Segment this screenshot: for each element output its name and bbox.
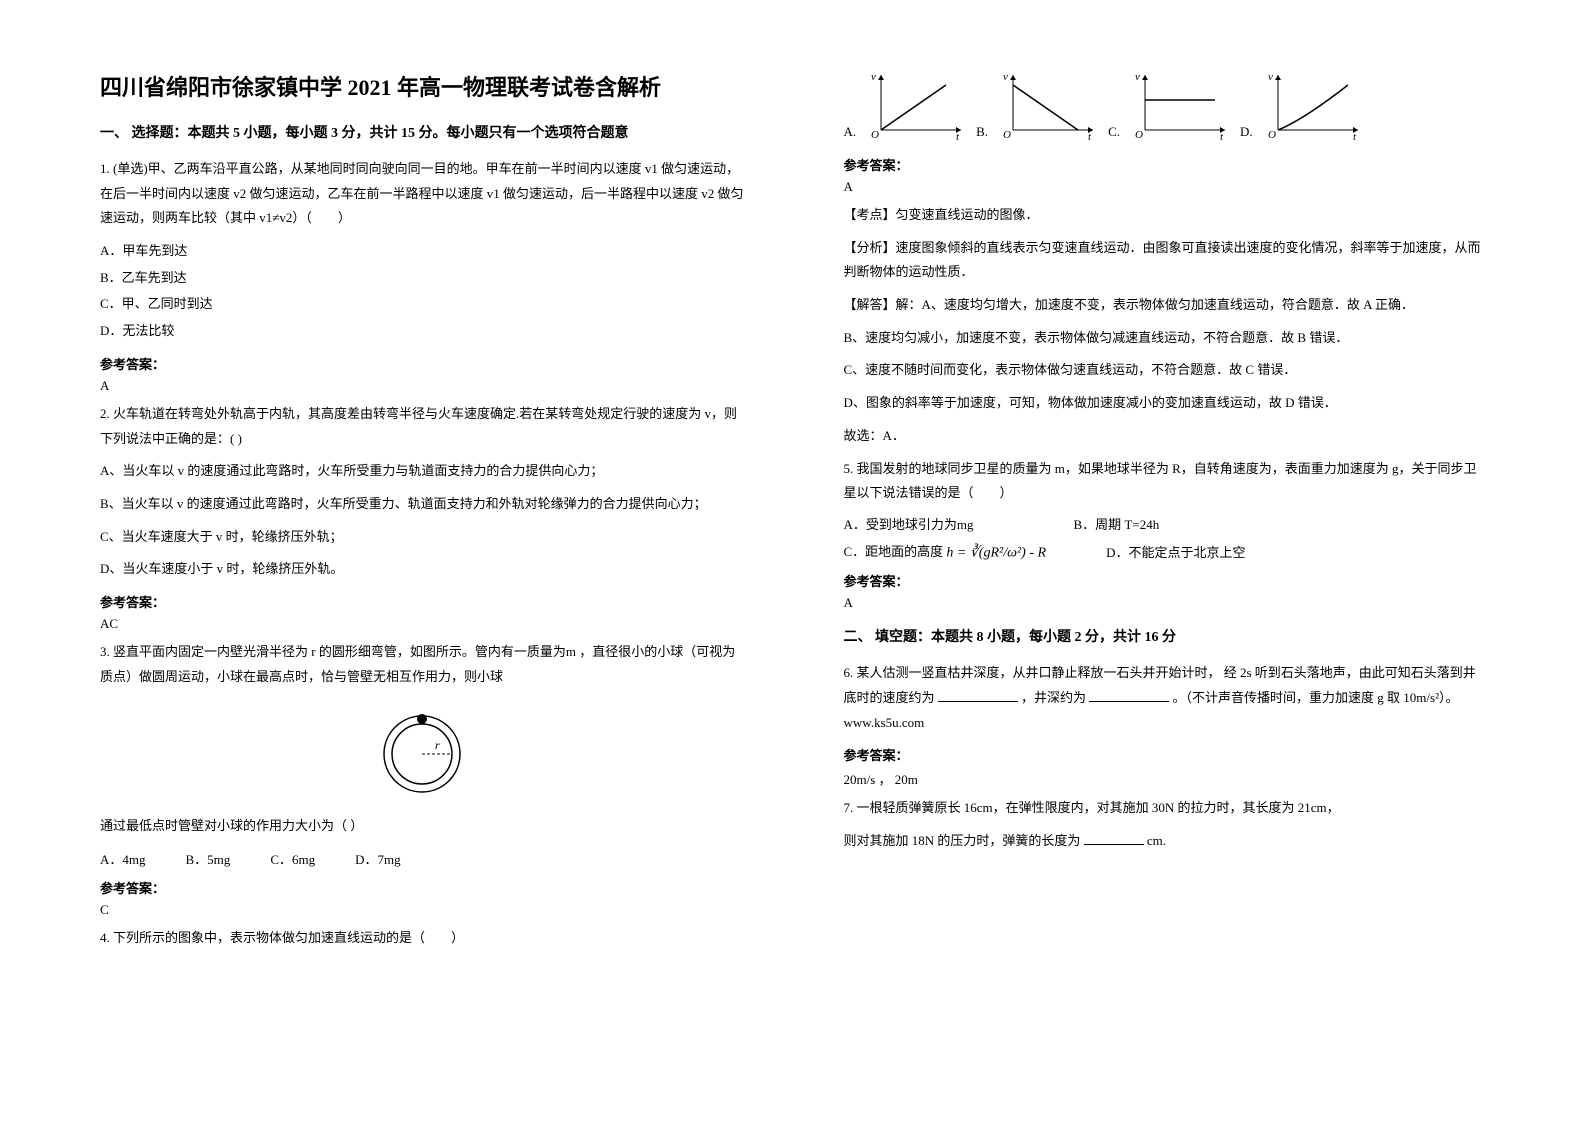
q2-answer: AC: [100, 616, 744, 632]
svg-text:v: v: [1135, 71, 1140, 83]
svg-text:v: v: [871, 71, 876, 83]
q4-conclusion: 故选：A．: [844, 424, 1488, 449]
q5-formula: h = ∛(gR²/ω²) - R: [946, 545, 1046, 560]
q3-optC: C．6mg: [270, 849, 315, 868]
q4-graphs: A. v t O B. v t O C.: [844, 70, 1488, 140]
q3-optB: B．5mg: [186, 849, 231, 868]
q4-labelB: B.: [976, 124, 988, 140]
q4-solve2: B、速度均匀减小，加速度不变，表示物体做匀减速直线运动，不符合题意．故 B 错误…: [844, 326, 1488, 351]
q3-text1: 3. 竖直平面内固定一内壁光滑半径为 r 的圆形细弯管，如图所示。管内有一质量为…: [100, 640, 744, 689]
q1-optD: D．无法比较: [100, 319, 744, 344]
q4-answer: A: [844, 179, 1488, 195]
q4-answer-label: 参考答案：: [844, 155, 1488, 174]
q4-labelA: A.: [844, 124, 857, 140]
q6-text2: ，井深约为: [1021, 690, 1086, 705]
q1-optB: B．乙车先到达: [100, 266, 744, 291]
q5-answer: A: [844, 595, 1488, 611]
q7-text2: 则对其施加 18N 的压力时，弹簧的长度为: [844, 833, 1081, 848]
q1-text: 1. (单选)甲、乙两车沿平直公路，从某地同时同向驶向同一目的地。甲车在前一半时…: [100, 157, 744, 231]
q2-optC: C、当火车速度大于 v 时，轮缘挤压外轨；: [100, 525, 744, 550]
q7-text3: cm.: [1147, 833, 1166, 848]
graph-d-icon: v t O: [1263, 70, 1363, 140]
svg-text:t: t: [1353, 131, 1357, 140]
q5-row1: A．受到地球引力为mg B．周期 T=24h: [844, 514, 1488, 533]
q3-optD: D．7mg: [355, 849, 401, 868]
q5-optA: A．受到地球引力为mg: [844, 514, 974, 533]
q1-optA: A．甲车先到达: [100, 239, 744, 264]
q3-answer-label: 参考答案：: [100, 878, 744, 897]
q5-text: 5. 我国发射的地球同步卫星的质量为 m，如果地球半径为 R，自转角速度为，表面…: [844, 457, 1488, 506]
q1-answer: A: [100, 378, 744, 394]
q5-optC-text: C．距地面的高度: [844, 544, 944, 559]
q6-answer: 20m/s ， 20m: [844, 769, 1488, 788]
q6-answer-label: 参考答案：: [844, 745, 1488, 764]
q7-blank: [1084, 830, 1144, 845]
q4-point: 【考点】匀变速直线运动的图像．: [844, 203, 1488, 228]
q7-text1: 7. 一根轻质弹簧原长 16cm，在弹性限度内，对其施加 30N 的拉力时，其长…: [844, 796, 1488, 821]
q5-answer-label: 参考答案：: [844, 571, 1488, 590]
svg-text:O: O: [1135, 129, 1143, 140]
svg-text:t: t: [1088, 131, 1092, 140]
svg-text:O: O: [1003, 129, 1011, 140]
q4-solve3: C、速度不随时间而变化，表示物体做匀速直线运动，不符合题意．故 C 错误．: [844, 358, 1488, 383]
svg-text:O: O: [1268, 129, 1276, 140]
q4-labelD: D.: [1240, 124, 1253, 140]
q2-answer-label: 参考答案：: [100, 592, 744, 611]
q3-options: A．4mg B．5mg C．6mg D．7mg: [100, 849, 744, 868]
q2-optD: D、当火车速度小于 v 时，轮缘挤压外轨。: [100, 557, 744, 582]
left-column: 四川省绵阳市徐家镇中学 2021 年高一物理联考试卷含解析 一、 选择题：本题共…: [0, 0, 794, 999]
svg-text:t: t: [956, 131, 960, 140]
q2-optB: B、当火车以 v 的速度通过此弯路时，火车所受重力、轨道面支持力和外轨对轮缘弹力…: [100, 492, 744, 517]
section2-header: 二、 填空题：本题共 8 小题，每小题 2 分，共计 16 分: [844, 626, 1488, 646]
q6: 6. 某人估测一竖直枯井深度，从井口静止释放一石头并开始计时， 经 2s 听到石…: [844, 661, 1488, 735]
svg-text:v: v: [1268, 71, 1273, 83]
q3-optA: A．4mg: [100, 849, 146, 868]
q4-text: 4. 下列所示的图象中，表示物体做匀加速直线运动的是（ ）: [100, 926, 744, 951]
q3-text2: 通过最低点时管壁对小球的作用力大小为（ ）: [100, 814, 744, 839]
graph-a-icon: v t O: [866, 70, 966, 140]
q4-labelC: C.: [1108, 124, 1120, 140]
q5-row2: C．距地面的高度 h = ∛(gR²/ω²) - R D．不能定点于北京上空: [844, 541, 1488, 562]
q2-text: 2. 火车轨道在转弯处外轨高于内轨，其高度差由转弯半径与火车速度确定.若在某转弯…: [100, 402, 744, 451]
svg-text:v: v: [1003, 71, 1008, 83]
svg-text:t: t: [1220, 131, 1224, 140]
q6-blank1: [938, 687, 1018, 702]
q4-analysis: 【分析】速度图象倾斜的直线表示匀变速直线运动．由图象可直接读出速度的变化情况，斜…: [844, 236, 1488, 285]
q3-diagram: r: [100, 699, 744, 804]
q6-blank2: [1089, 687, 1169, 702]
circle-tube-icon: r: [367, 699, 477, 799]
q3-answer: C: [100, 902, 744, 918]
svg-text:r: r: [435, 738, 440, 752]
q5-optC: C．距地面的高度 h = ∛(gR²/ω²) - R: [844, 541, 1047, 562]
q4-solve4: D、图象的斜率等于加速度，可知，物体做加速度减小的变加速直线运动，故 D 错误．: [844, 391, 1488, 416]
q2-optA: A、当火车以 v 的速度通过此弯路时，火车所受重力与轨道面支持力的合力提供向心力…: [100, 459, 744, 484]
svg-text:O: O: [871, 129, 879, 140]
page-title: 四川省绵阳市徐家镇中学 2021 年高一物理联考试卷含解析: [100, 70, 744, 102]
q7-line2: 则对其施加 18N 的压力时，弹簧的长度为 cm.: [844, 829, 1488, 854]
graph-b-icon: v t O: [998, 70, 1098, 140]
q4-solve1: 【解答】解：A、速度均匀增大，加速度不变，表示物体做匀加速直线运动，符合题意．故…: [844, 293, 1488, 318]
q1-answer-label: 参考答案：: [100, 354, 744, 373]
q5-optD: D．不能定点于北京上空: [1106, 542, 1245, 561]
right-column: A. v t O B. v t O C.: [794, 0, 1587, 999]
q1-optC: C．甲、乙同时到达: [100, 292, 744, 317]
section1-header: 一、 选择题：本题共 5 小题，每小题 3 分，共计 15 分。每小题只有一个选…: [100, 122, 744, 142]
q5-optB: B．周期 T=24h: [1074, 514, 1160, 533]
graph-c-icon: v t O: [1130, 70, 1230, 140]
